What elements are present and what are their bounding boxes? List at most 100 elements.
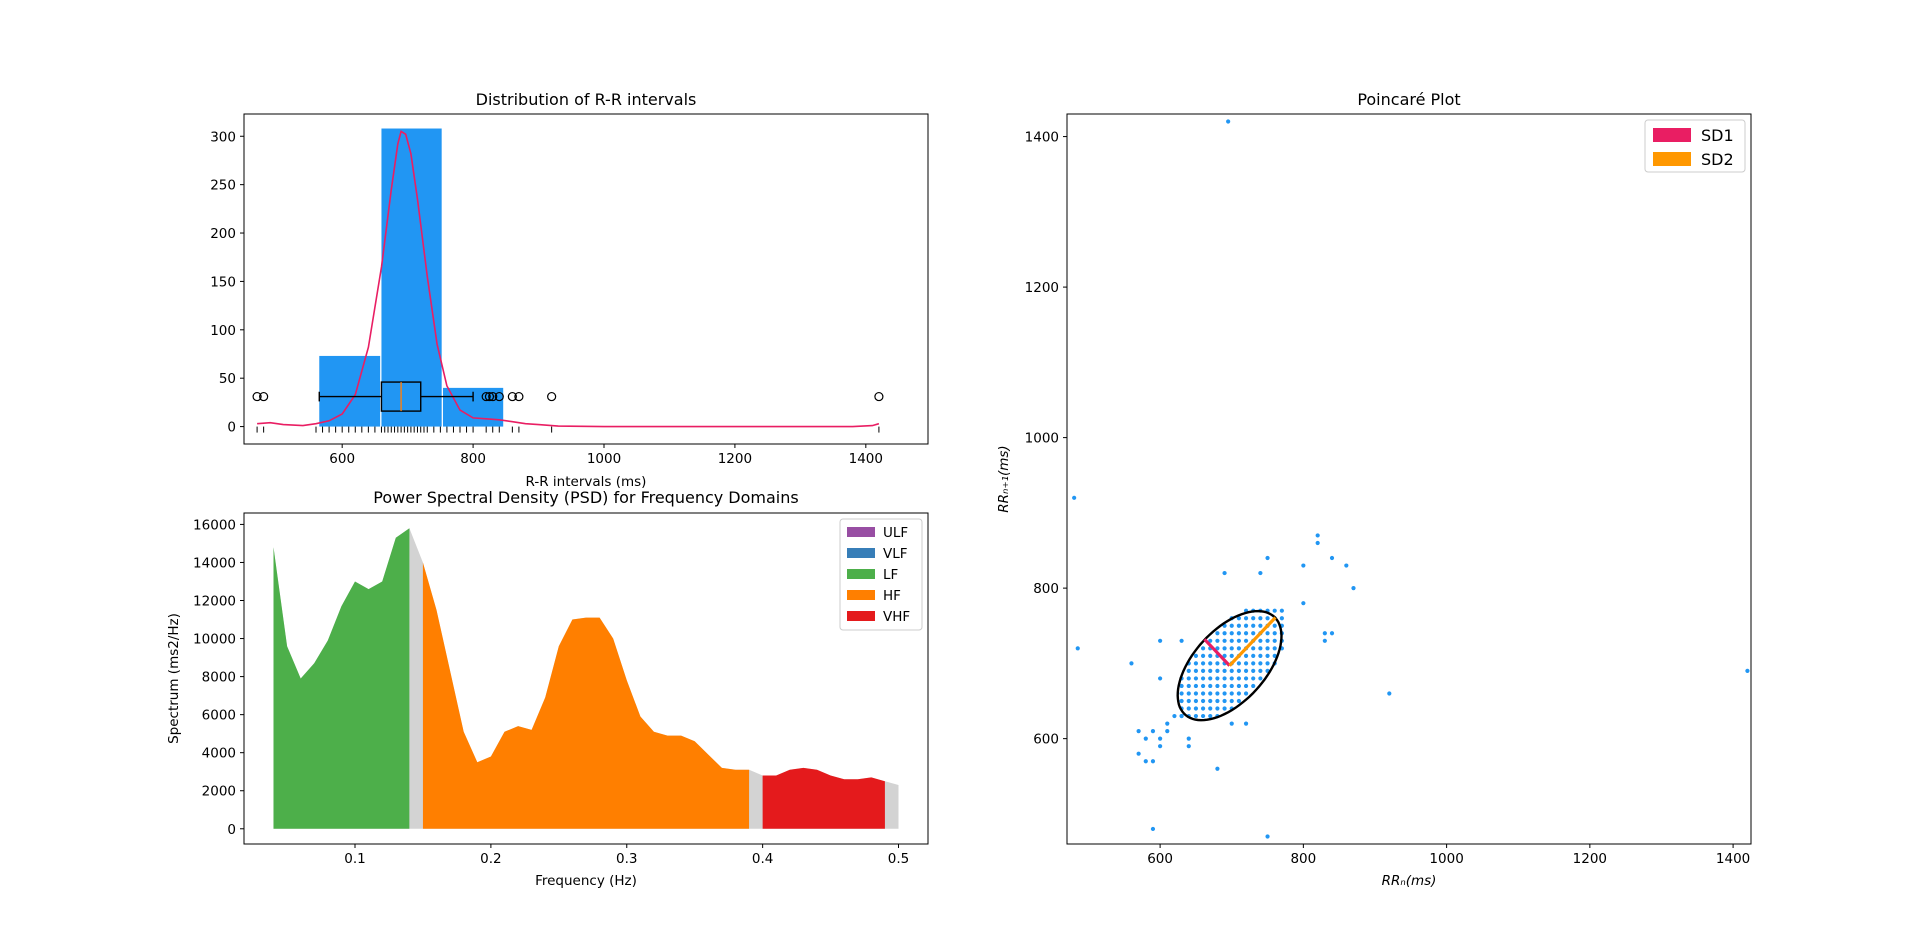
poincare-y-tick-label-0: 600 (1033, 732, 1059, 748)
poincare-point-149 (1072, 495, 1077, 500)
poincare-point-121 (1258, 638, 1263, 643)
hist-axes: Distribution of R-R intervals R-R interv… (210, 90, 929, 490)
poincare-y-tick-label-3: 1200 (1025, 280, 1059, 296)
poincare-point-43 (1208, 638, 1213, 643)
poincare-point-113 (1251, 623, 1256, 628)
hist-x-axis-label: R-R intervals (ms) (526, 474, 647, 490)
poincare-point-51 (1215, 661, 1220, 666)
poincare-point-116 (1258, 676, 1263, 681)
poincare-point-17 (1193, 691, 1199, 696)
poincare-point-188 (1186, 744, 1191, 749)
poincare-point-65 (1222, 638, 1227, 643)
poincare-point-95 (1243, 676, 1249, 681)
poincare-point-28 (1200, 676, 1206, 681)
psd-area-hf (422, 562, 750, 829)
poincare-point-138 (1272, 638, 1277, 643)
poincare-point-61 (1222, 668, 1227, 674)
poincare-point-114 (1251, 616, 1256, 621)
hist-outlier-4 (488, 391, 498, 402)
poincare-point-54 (1215, 638, 1220, 643)
poincare-point-14 (1193, 713, 1199, 719)
psd-y-tick-label-6: 12000 (193, 594, 236, 610)
psd-x-tick-label-0: 0.1 (344, 851, 365, 867)
psd-x-tick-label-1: 0.2 (480, 851, 501, 867)
hist-outlier-5 (494, 391, 504, 402)
psd-x-tick-label-3: 0.4 (752, 851, 773, 867)
poincare-point-154 (1265, 834, 1270, 839)
poincare-point-110 (1251, 646, 1256, 651)
poincare-x-tick-label-4: 1400 (1716, 851, 1750, 867)
poincare-ellipse (1176, 609, 1283, 722)
poincare-point-32 (1200, 646, 1206, 651)
poincare-point-26 (1200, 691, 1206, 696)
poincare-point-85 (1236, 668, 1241, 674)
poincare-point-69 (1229, 698, 1234, 704)
psd-legend-swatch-lf (847, 569, 875, 579)
hist-outlier-1 (259, 391, 269, 402)
poincare-point-10 (1186, 683, 1191, 689)
poincare-point-64 (1222, 646, 1227, 651)
poincare-point-37 (1208, 683, 1213, 689)
hist-kde-line (257, 130, 880, 428)
poincare-point-103 (1243, 616, 1249, 621)
poincare-point-160 (1222, 570, 1227, 576)
hist-frame (243, 113, 929, 445)
poincare-point-47 (1215, 691, 1220, 696)
poincare-point-35 (1208, 698, 1213, 704)
psd-y-tick-label-1: 2000 (202, 784, 236, 800)
poincare-point-73 (1229, 668, 1234, 674)
poincare-point-59 (1222, 683, 1227, 689)
poincare-point-181 (1165, 729, 1170, 734)
poincare-point-66 (1222, 631, 1227, 636)
poincare-point-123 (1258, 623, 1263, 628)
poincare-point-101 (1243, 631, 1249, 636)
poincare-point-151 (1226, 119, 1231, 124)
poincare-y-tick-label-1: 800 (1033, 581, 1059, 597)
poincare-point-118 (1258, 661, 1263, 666)
poincare-point-136 (1272, 653, 1277, 658)
poincare-sd2-line (1228, 616, 1277, 667)
poincare-point-9 (1186, 691, 1191, 696)
psd-y-tick-label-2: 4000 (202, 746, 236, 762)
poincare-point-27 (1200, 683, 1206, 689)
psd-y-tick-label-8: 16000 (193, 517, 236, 533)
poincare-point-139 (1272, 631, 1277, 636)
poincare-point-159 (1179, 638, 1184, 643)
poincare-point-120 (1258, 646, 1263, 651)
poincare-x-tick-label-2: 1000 (1429, 851, 1463, 867)
poincare-axes: Poincaré Plot RRₙ(ms) RRₙ₊₁(ms) 600 800 10… (996, 90, 1752, 889)
poincare-y-tick-label-4: 1400 (1025, 130, 1059, 146)
poincare-legend-swatch-sd2 (1653, 152, 1691, 166)
hist-title: Distribution of R-R intervals (476, 90, 697, 109)
poincare-point-91 (1236, 623, 1241, 628)
poincare-point-93 (1243, 691, 1249, 696)
poincare-point-92 (1236, 616, 1241, 621)
poincare-point-167 (1344, 563, 1349, 568)
poincare-x-tick-label-0: 600 (1147, 851, 1173, 867)
poincare-point-98 (1243, 653, 1249, 658)
poincare-point-21 (1193, 661, 1199, 666)
poincare-point-40 (1208, 661, 1213, 666)
hist-bar-0 (319, 355, 381, 427)
poincare-point-78 (1229, 631, 1234, 636)
poincare-point-107 (1251, 668, 1256, 674)
poincare-point-20 (1193, 668, 1199, 674)
poincare-point-171 (1329, 631, 1335, 636)
poincare-point-81 (1236, 698, 1241, 704)
psd-axes: Power Spectral Density (PSD) for Frequen… (166, 488, 929, 889)
poincare-point-131 (1265, 631, 1270, 636)
psd-y-tick-label-0: 0 (227, 822, 236, 838)
poincare-point-108 (1251, 661, 1256, 666)
poincare-point-94 (1243, 683, 1249, 689)
psd-area-lf (273, 528, 410, 829)
hist-x-tick-label-0: 600 (329, 451, 355, 467)
poincare-point-148 (1279, 608, 1284, 613)
poincare-point-56 (1222, 706, 1227, 711)
poincare-x-tick-label-3: 1200 (1573, 851, 1607, 867)
poincare-point-19 (1193, 676, 1199, 681)
poincare-y-axis-label: RRₙ₊₁(ms) (996, 445, 1012, 512)
poincare-point-184 (1179, 713, 1184, 719)
psd-legend-swatch-ulf (847, 527, 875, 537)
poincare-point-119 (1258, 653, 1263, 658)
